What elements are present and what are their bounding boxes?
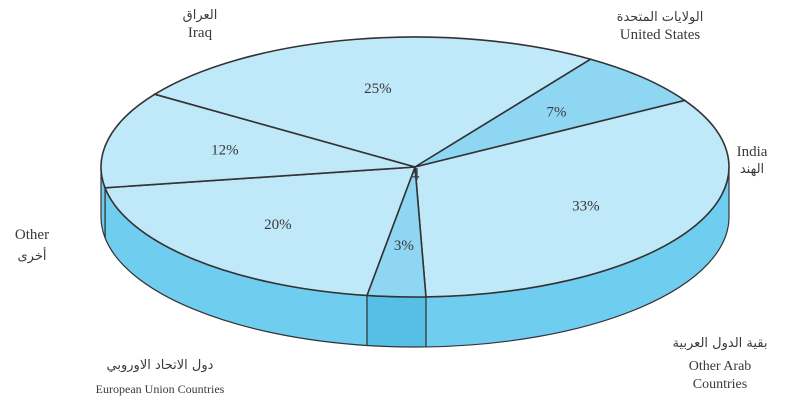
pie-center-label: 4 [411,164,420,184]
label-other-ar: أخرى [17,248,47,264]
pie-value-label-united-states: 25% [364,81,392,97]
pie-side-european-union-countries [366,294,427,348]
label-other-arab-ar: بقية الدول العربية [672,336,768,351]
label-iraq: العراق Iraq [150,8,250,43]
label-other-en: Other [14,227,50,243]
label-united-states-en: United States [619,27,701,44]
pie-value-label-iraq: 12% [211,143,239,159]
label-iraq-ar: العراق [182,8,218,23]
pie-value-label-european-union-countries: 3% [394,238,414,254]
label-united-states-ar: الولايات المتحدة [616,10,704,25]
pie-value-label-india: 7% [546,105,566,121]
label-united-states: الولايات المتحدة United States [560,10,760,45]
label-eu-en: European Union Countries [95,382,225,397]
pie-value-label-other: 20% [264,217,292,233]
pie-slice-iraq [100,93,416,189]
label-iraq-en: Iraq [187,25,213,42]
label-eu-ar: دول الاتحاد الاوروبي [106,358,214,373]
label-other-arab-en: Other Arab Countries [688,359,752,392]
label-other-arab: بقية الدول العربية Other Arab Countries [650,336,790,393]
pie-slice-india [414,58,687,168]
pie-value-label-other-arab-countries: 33% [572,199,600,215]
label-eu: دول الاتحاد الاوروبي European Union Coun… [60,358,260,397]
label-india: India الهند [722,143,782,178]
pie-slice-other-arab-countries [414,99,730,298]
label-other: Other أخرى [0,226,64,265]
pie-slice-united-states [152,36,593,168]
label-india-ar: الهند [739,161,765,177]
label-india-en: India [736,144,768,160]
pie-slice-other [103,166,417,297]
